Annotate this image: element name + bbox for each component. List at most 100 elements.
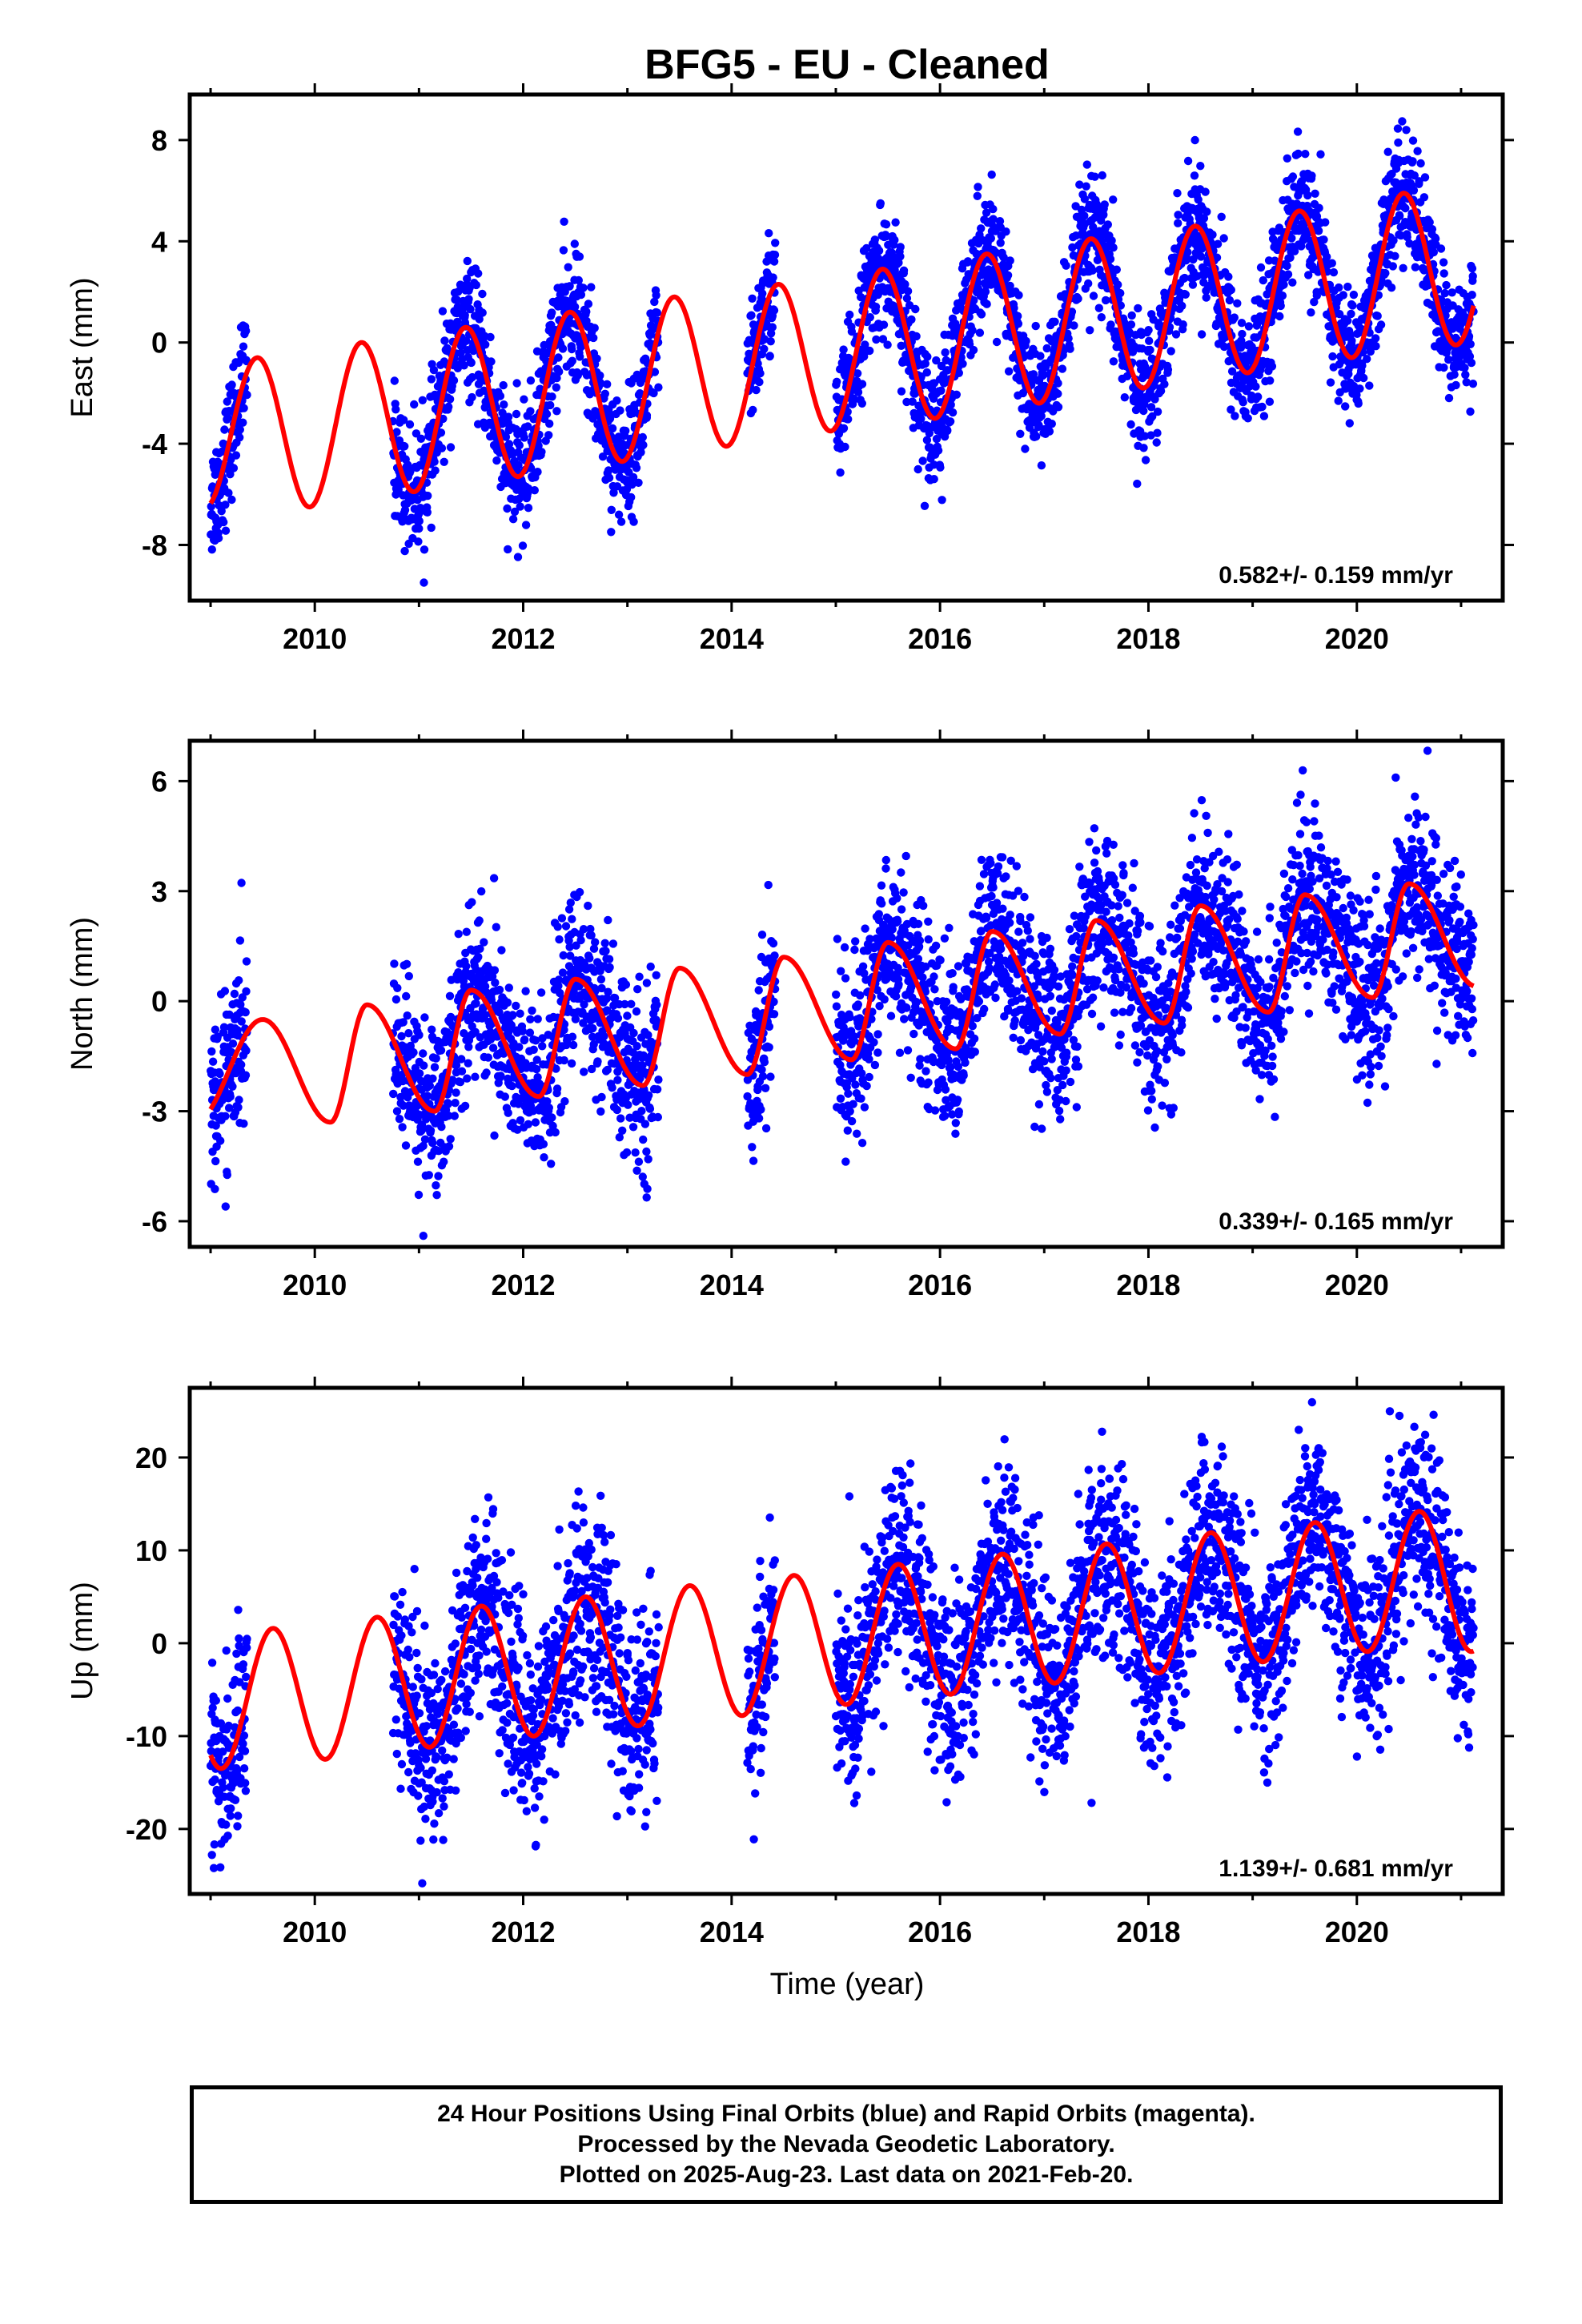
data-point xyxy=(1014,291,1023,300)
data-point xyxy=(508,1011,517,1019)
data-point xyxy=(589,333,598,343)
data-point xyxy=(877,899,886,908)
data-point xyxy=(883,340,892,349)
data-point xyxy=(604,987,612,996)
data-point xyxy=(1088,266,1097,275)
data-point xyxy=(585,954,594,963)
data-point xyxy=(565,282,574,291)
data-point xyxy=(528,1006,536,1015)
data-point xyxy=(492,923,500,931)
data-point xyxy=(524,484,533,493)
data-point xyxy=(211,1156,220,1166)
data-point xyxy=(1323,252,1331,261)
data-point xyxy=(570,303,580,312)
data-point xyxy=(946,417,955,426)
data-point xyxy=(242,957,251,966)
data-point xyxy=(942,997,951,1007)
data-point xyxy=(1399,263,1407,272)
data-point xyxy=(1036,352,1045,360)
data-point xyxy=(1266,376,1275,385)
data-point xyxy=(757,931,767,939)
data-point xyxy=(491,978,500,987)
data-point xyxy=(584,300,593,308)
data-point xyxy=(1452,380,1460,390)
y-tick-label: 4 xyxy=(151,225,167,258)
data-point xyxy=(446,1135,455,1144)
data-point xyxy=(903,287,913,296)
data-point xyxy=(1440,288,1450,298)
data-point xyxy=(1371,334,1380,343)
data-point xyxy=(917,414,926,424)
data-point xyxy=(1275,312,1284,321)
data-point xyxy=(504,440,514,448)
data-point xyxy=(513,553,523,561)
data-point xyxy=(941,1085,950,1094)
data-point xyxy=(428,1074,437,1084)
data-point xyxy=(1082,182,1090,191)
data-point xyxy=(1152,438,1161,447)
data-point xyxy=(526,407,535,416)
data-point xyxy=(400,546,409,556)
data-point xyxy=(1080,211,1089,220)
data-point xyxy=(613,1076,622,1084)
data-point xyxy=(758,1072,768,1081)
data-point xyxy=(1335,283,1343,292)
data-point xyxy=(958,360,967,368)
data-point xyxy=(1090,172,1099,181)
data-point xyxy=(844,1089,853,1098)
data-point xyxy=(510,507,520,517)
data-point xyxy=(862,1081,871,1091)
data-point xyxy=(872,335,881,344)
data-point xyxy=(1343,282,1352,292)
data-point xyxy=(853,369,862,378)
data-point xyxy=(1109,357,1118,366)
data-point xyxy=(1097,313,1106,322)
data-point xyxy=(996,239,1005,247)
data-point xyxy=(977,310,986,319)
data-point xyxy=(621,980,631,989)
data-point xyxy=(975,328,985,337)
data-point xyxy=(954,962,963,971)
data-point xyxy=(444,1142,454,1151)
data-point xyxy=(1146,345,1154,355)
data-point xyxy=(940,934,950,943)
data-point xyxy=(609,489,618,497)
data-point xyxy=(415,1031,424,1039)
data-point xyxy=(1237,319,1247,328)
x-tick-label: 2010 xyxy=(283,622,347,655)
data-point xyxy=(832,990,841,999)
data-point xyxy=(889,253,898,262)
data-point xyxy=(472,999,480,1008)
data-point xyxy=(451,1099,460,1108)
data-point xyxy=(223,397,231,406)
data-point xyxy=(444,402,453,412)
data-point xyxy=(1411,263,1420,271)
data-point xyxy=(237,1017,246,1026)
data-point xyxy=(629,1028,638,1038)
data-point xyxy=(836,468,845,477)
data-point xyxy=(402,959,412,969)
data-point xyxy=(875,1002,884,1011)
data-point xyxy=(1225,296,1235,305)
data-point xyxy=(608,1084,616,1092)
data-point xyxy=(1100,200,1109,209)
data-point xyxy=(1468,291,1476,300)
data-point xyxy=(769,1010,779,1019)
data-point xyxy=(857,399,867,408)
data-point xyxy=(504,983,513,992)
data-point xyxy=(621,426,630,436)
data-point xyxy=(1243,414,1252,423)
data-point xyxy=(1094,304,1104,312)
data-point xyxy=(646,962,655,971)
data-point xyxy=(561,922,571,931)
data-point xyxy=(893,894,901,903)
data-point xyxy=(861,340,869,349)
data-point xyxy=(912,332,921,341)
data-point xyxy=(466,304,475,314)
data-point xyxy=(943,426,952,436)
data-point xyxy=(449,376,459,385)
data-point xyxy=(425,1081,434,1091)
data-point xyxy=(977,224,986,233)
data-point xyxy=(1202,293,1211,302)
